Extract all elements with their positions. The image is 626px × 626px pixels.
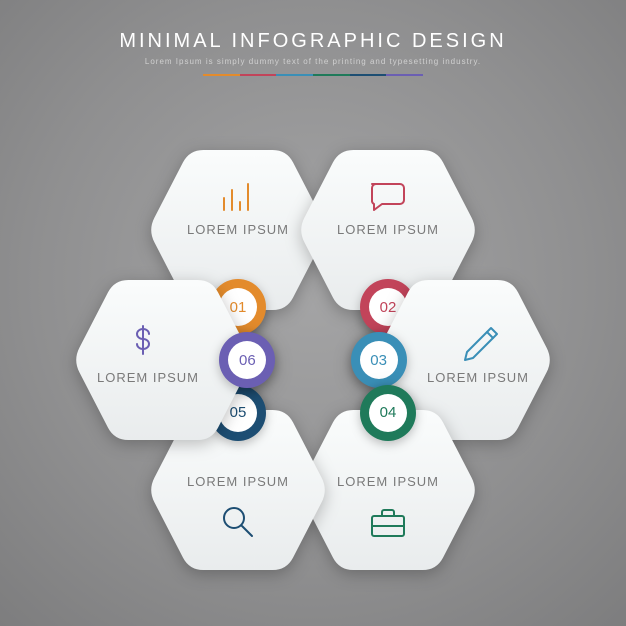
hex-label: LOREM IPSUM [298,222,478,237]
briefcase-icon [364,498,412,546]
speech-icon [364,172,412,220]
step-number: 03 [360,341,398,379]
pencil-icon [457,320,505,368]
infographic-stage: LOREM IPSUM01 LOREM IPSUM02 LOREM IPSUM0… [0,0,626,626]
hex-step-06: LOREM IPSUM06 [73,280,253,440]
step-number: 06 [228,341,266,379]
bar-chart-icon [214,172,262,220]
step-badge-04: 04 [360,385,416,441]
dollar-icon [121,320,169,368]
step-badge-03: 03 [351,332,407,388]
hex-label: LOREM IPSUM [148,474,328,489]
step-badge-06: 06 [219,332,275,388]
magnifier-icon [214,498,262,546]
step-number: 04 [369,394,407,432]
